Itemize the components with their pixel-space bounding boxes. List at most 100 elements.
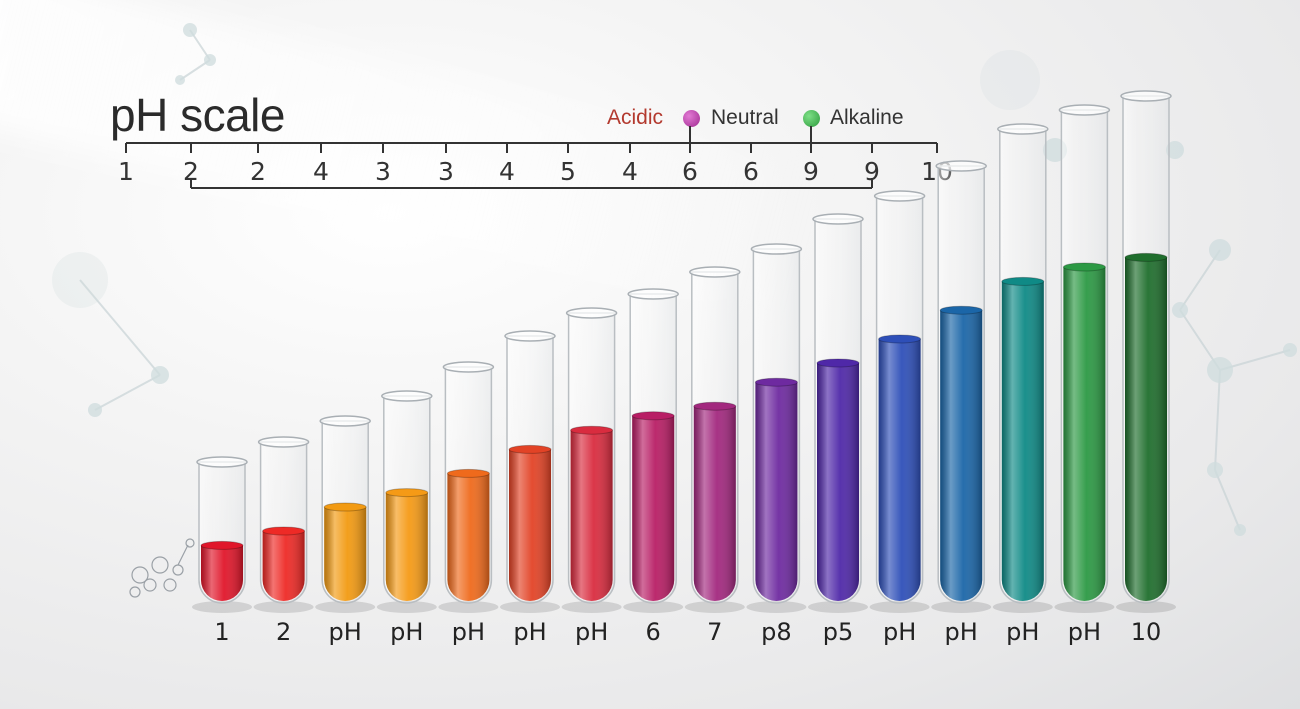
tube-liquid-surface [816,358,860,368]
tube-shadow [746,601,807,613]
tube-label: pH [452,618,485,646]
tube-liquid-surface [1062,262,1106,272]
test-tube [869,190,930,613]
tube-liquid-gloss [632,415,675,601]
test-tube [992,123,1053,613]
legend-alkaline-label: Alkaline [830,106,904,129]
scale-tick-label: 4 [499,157,515,186]
scale-tick-label: 4 [313,157,329,186]
tube-liquid-surface [878,334,922,344]
tube-liquid-surface [200,540,244,550]
test-tube [623,288,684,613]
tube-label: 6 [646,618,661,646]
tube-rim [381,390,433,402]
tube-label: pH [329,618,362,646]
tube-shadow [808,601,868,613]
test-tube [376,390,437,613]
test-tube [808,213,868,613]
tube-shadow [684,601,745,613]
test-tube [746,243,807,613]
tube-shadow [561,601,622,613]
tube-label: pH [575,618,608,646]
test-tube [684,266,745,613]
scale-tick-label: 3 [438,157,454,186]
tube-rim [565,307,618,319]
tube-shadow [931,601,992,613]
legend-neutral-dot [683,110,700,127]
tube-rim [319,415,371,427]
tube-liquid-surface [1124,252,1168,262]
legend-acidic-label: Acidic [607,106,664,129]
tube-rim [627,288,679,300]
tube-liquid-surface [508,444,552,454]
tube-label: 10 [1131,618,1162,646]
test-tube [315,415,376,613]
tube-liquid-gloss [1001,281,1044,601]
tube-liquid-gloss [570,430,613,601]
tube-label: 1 [214,618,229,646]
scale-tick-label: 5 [560,157,576,186]
scale-tick-label: 4 [622,157,638,186]
scale-tick-label: 9 [864,157,880,186]
tube-label: pH [883,618,916,646]
test-tube [253,436,314,613]
tube-liquid-surface [262,526,306,536]
test-tube [1054,104,1115,613]
test-tube [561,307,622,613]
tube-shadow [315,601,376,613]
test-tube [931,160,992,613]
tube-liquid-gloss [878,339,921,601]
tube-liquid-gloss [324,507,367,601]
tube-label: 2 [276,618,291,646]
tube-liquid-gloss [201,545,243,601]
tube-rim [997,123,1049,135]
tube-liquid-surface [939,305,983,315]
tube-rim [504,330,556,342]
tube-liquid-gloss [817,363,859,601]
tube-rim [812,213,864,225]
tube-liquid-gloss [940,310,983,601]
tube-shadow [253,601,314,613]
tube-liquid-surface [323,502,367,512]
tube-liquid-surface [754,377,798,387]
tube-rim [1058,104,1111,116]
tube-shadow [500,601,560,613]
tube-shadow [869,601,930,613]
scale-tick-label: 9 [803,157,819,186]
tube-liquid-surface [570,425,614,435]
test-tube [500,330,560,613]
test-tube [1116,90,1176,613]
tube-shadow [1054,601,1115,613]
tube-label: p8 [761,618,792,646]
tube-liquid-surface [1001,276,1045,286]
tube-label: 7 [707,618,722,646]
tube-liquid-surface [446,468,490,478]
tube-rim [750,243,803,255]
tube-shadow [192,601,252,613]
tube-shadow [376,601,437,613]
test-tube [438,361,499,613]
scale-tick-label: 6 [743,157,759,186]
tube-liquid-gloss [447,473,490,601]
tube-rim [873,190,926,202]
tube-liquid-gloss [1063,267,1106,601]
scale-tick-label: 2 [183,157,199,186]
tube-rim [257,436,310,448]
tube-liquid-surface [693,401,737,411]
tube-rim [1120,90,1172,102]
tube-label: pH [390,618,423,646]
tube-liquid-surface [385,488,429,498]
legend-alkaline-dot [803,110,820,127]
tube-liquid-gloss [755,382,798,601]
tube-label: pH [1006,618,1039,646]
tube-liquid-surface [631,411,675,421]
test-tube [192,456,252,613]
tube-shadow [623,601,684,613]
tube-rim [196,456,248,468]
tube-label: pH [1068,618,1101,646]
tube-liquid-gloss [693,406,736,601]
